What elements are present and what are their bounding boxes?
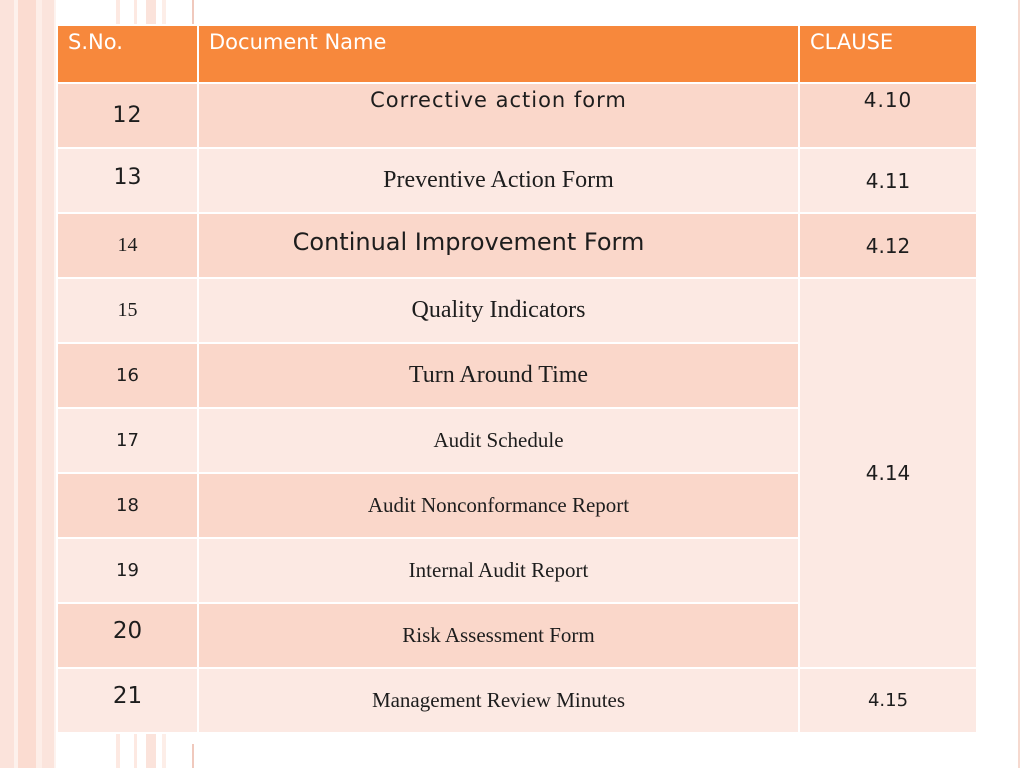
row-sno: 16 — [56, 342, 199, 409]
row-document: Audit Schedule — [197, 407, 800, 474]
decorative-stripe — [14, 0, 18, 768]
decorative-stripe — [18, 0, 36, 768]
row-clause: 4.11 — [798, 147, 978, 214]
row-clause: 4.15 — [798, 667, 978, 734]
row-document: Corrective action form — [197, 82, 800, 149]
table-row: 16 Turn Around Time — [56, 342, 977, 409]
row-sno: 12 — [56, 82, 199, 149]
row-document: Management Review Minutes — [197, 667, 800, 734]
row-sno: 18 — [56, 472, 199, 539]
slide-frame-line — [192, 744, 194, 768]
table-row: 20 Risk Assessment Form — [56, 602, 977, 669]
row-clause-merged: 4.14 — [798, 277, 978, 669]
decorative-stripe — [54, 0, 56, 768]
row-document: Audit Nonconformance Report — [197, 472, 800, 539]
row-sno: 15 — [56, 277, 199, 344]
table-row: 14 Continual Improvement Form 4.12 — [56, 212, 978, 279]
table-row: 15 Quality Indicators 4.14 — [56, 277, 978, 669]
table-row: 17 Audit Schedule — [56, 407, 977, 474]
row-document: Turn Around Time — [197, 342, 800, 409]
table-row: 13 Preventive Action Form 4.11 — [56, 147, 978, 214]
header-clause: CLAUSE — [798, 24, 978, 84]
header-sno: S.No. — [56, 24, 199, 84]
decorative-stripe — [0, 0, 14, 768]
row-document: Continual Improvement Form — [197, 212, 800, 279]
documents-table: S.No. Document Name CLAUSE 12 Corrective… — [56, 24, 978, 734]
row-sno: 21 — [56, 667, 199, 734]
row-sno: 13 — [56, 147, 199, 214]
table-header-row: S.No. Document Name CLAUSE — [56, 24, 978, 84]
table-row: 12 Corrective action form 4.10 — [56, 82, 978, 149]
row-sno: 20 — [56, 602, 199, 669]
row-sno: 17 — [56, 407, 199, 474]
decorative-stripe — [36, 0, 42, 768]
decorative-stripe — [42, 0, 54, 768]
row-clause: 4.12 — [798, 212, 978, 279]
slide-frame-line — [192, 0, 194, 24]
row-sno: 14 — [56, 212, 199, 279]
table-row: 18 Audit Nonconformance Report — [56, 472, 977, 539]
row-document: Preventive Action Form — [197, 147, 800, 214]
row-document: Risk Assessment Form — [197, 602, 800, 669]
slide-frame-line — [1018, 0, 1020, 768]
row-clause: 4.10 — [798, 82, 978, 149]
table-row: 19 Internal Audit Report — [56, 537, 977, 604]
row-document: Internal Audit Report — [197, 537, 800, 604]
row-sno: 19 — [56, 537, 199, 604]
header-document-name: Document Name — [197, 24, 800, 84]
row-document: Quality Indicators — [197, 277, 800, 344]
table-row: 21 Management Review Minutes 4.15 — [56, 667, 978, 734]
